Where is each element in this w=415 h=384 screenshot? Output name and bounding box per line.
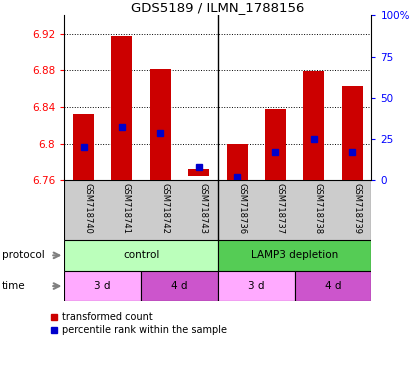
Text: LAMP3 depletion: LAMP3 depletion: [251, 250, 338, 260]
Text: 3 d: 3 d: [95, 281, 111, 291]
Text: GSM718740: GSM718740: [83, 184, 93, 234]
Text: 3 d: 3 d: [248, 281, 264, 291]
Bar: [218, 271, 295, 301]
Bar: [150, 69, 171, 180]
Text: 4 d: 4 d: [325, 281, 341, 291]
Bar: [342, 86, 363, 180]
Bar: [265, 109, 286, 180]
Text: GSM718738: GSM718738: [314, 184, 323, 235]
Bar: [188, 169, 209, 176]
Text: 4 d: 4 d: [171, 281, 188, 291]
Bar: [64, 271, 141, 301]
Text: time: time: [2, 281, 26, 291]
Legend: transformed count, percentile rank within the sample: transformed count, percentile rank withi…: [46, 308, 231, 339]
Bar: [227, 144, 248, 180]
Text: GSM718743: GSM718743: [199, 184, 208, 235]
Bar: [111, 36, 132, 180]
Text: GSM718741: GSM718741: [122, 184, 131, 234]
Bar: [303, 71, 325, 180]
Text: protocol: protocol: [2, 250, 45, 260]
Bar: [64, 240, 218, 271]
Text: control: control: [123, 250, 159, 260]
Text: GSM718736: GSM718736: [237, 184, 246, 235]
Bar: [295, 271, 371, 301]
Text: GSM718737: GSM718737: [276, 184, 284, 235]
Text: GSM718742: GSM718742: [160, 184, 169, 234]
Title: GDS5189 / ILMN_1788156: GDS5189 / ILMN_1788156: [131, 1, 305, 14]
Bar: [218, 240, 371, 271]
Text: GSM718739: GSM718739: [352, 184, 361, 235]
Bar: [141, 271, 218, 301]
Bar: [73, 114, 94, 180]
